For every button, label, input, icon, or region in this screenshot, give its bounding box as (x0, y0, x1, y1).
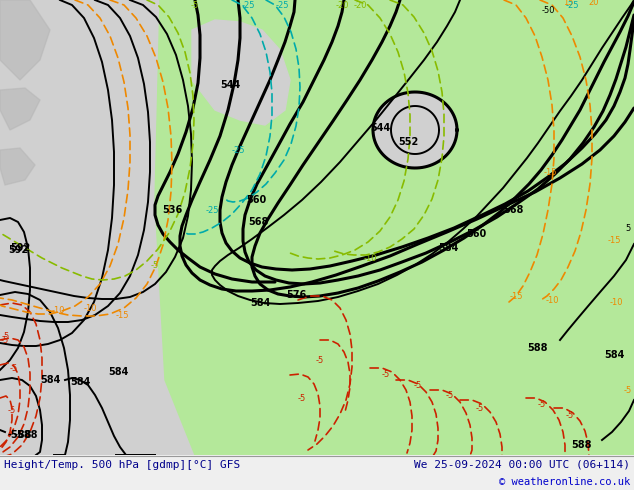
Text: -25: -25 (231, 146, 245, 154)
Polygon shape (373, 92, 457, 168)
Text: Height/Temp. 500 hPa [gdmp][°C] GFS: Height/Temp. 500 hPa [gdmp][°C] GFS (4, 460, 240, 470)
Text: -5: -5 (316, 356, 324, 365)
Text: -5: -5 (2, 332, 10, 341)
Polygon shape (155, 0, 634, 455)
Text: -5: -5 (446, 391, 454, 399)
Polygon shape (0, 0, 50, 80)
Text: -5: -5 (151, 261, 159, 270)
Text: 568: 568 (503, 205, 523, 215)
Text: 544: 544 (220, 80, 240, 90)
Text: -10: -10 (545, 295, 559, 304)
Text: -25: -25 (275, 0, 288, 9)
Text: -5: -5 (298, 393, 306, 402)
Text: 15: 15 (563, 0, 573, 6)
Text: 588: 588 (527, 343, 548, 353)
Text: 576: 576 (286, 290, 306, 300)
Text: -5: -5 (1, 336, 9, 344)
Text: -5: -5 (10, 364, 18, 372)
Text: -15: -15 (607, 236, 621, 245)
Text: 584: 584 (108, 367, 128, 377)
Text: -5: -5 (8, 406, 16, 415)
Text: -5: -5 (566, 411, 574, 419)
Text: -25: -25 (205, 205, 219, 215)
Text: -25: -25 (242, 0, 255, 9)
Polygon shape (0, 148, 35, 185)
Text: -10: -10 (51, 305, 65, 315)
Polygon shape (160, 0, 315, 85)
Text: 544: 544 (370, 123, 390, 133)
Text: 584: 584 (438, 243, 458, 253)
Text: 20: 20 (589, 0, 599, 6)
Text: 592: 592 (8, 245, 28, 255)
Text: -5: -5 (624, 386, 632, 394)
Text: -10: -10 (609, 297, 623, 307)
Text: 560: 560 (466, 229, 486, 239)
Text: -15: -15 (115, 311, 129, 319)
Text: -588: -588 (14, 430, 38, 440)
Text: 588: 588 (572, 440, 592, 450)
Text: -5: -5 (538, 399, 546, 409)
Text: 584: 584 (250, 298, 270, 308)
Text: 536: 536 (162, 205, 182, 215)
Text: © weatheronline.co.uk: © weatheronline.co.uk (499, 477, 630, 487)
Text: 5: 5 (625, 223, 631, 232)
Polygon shape (0, 88, 40, 130)
Text: -15: -15 (509, 292, 523, 300)
Text: -25: -25 (566, 0, 579, 9)
Text: 552: 552 (398, 137, 418, 147)
Text: -5: -5 (476, 403, 484, 413)
Text: We 25-09-2024 00:00 UTC (06+114): We 25-09-2024 00:00 UTC (06+114) (414, 460, 630, 470)
Text: 584: 584 (40, 375, 60, 385)
Text: -10: -10 (363, 253, 377, 263)
Text: 568: 568 (248, 217, 268, 227)
Text: 560: 560 (246, 195, 266, 205)
Text: -5: -5 (414, 381, 422, 390)
Text: -20: -20 (353, 0, 366, 9)
Text: 592: 592 (10, 243, 30, 253)
Text: -5: -5 (382, 369, 390, 378)
Text: -10: -10 (83, 303, 97, 313)
Polygon shape (192, 20, 290, 125)
Text: -50: -50 (541, 5, 555, 15)
Text: -20: -20 (335, 0, 349, 9)
Text: -588: -588 (8, 430, 32, 440)
Text: 584: 584 (70, 377, 90, 387)
Text: -5: -5 (191, 0, 199, 9)
Text: -15: -15 (543, 168, 557, 176)
Text: 584: 584 (604, 350, 624, 360)
